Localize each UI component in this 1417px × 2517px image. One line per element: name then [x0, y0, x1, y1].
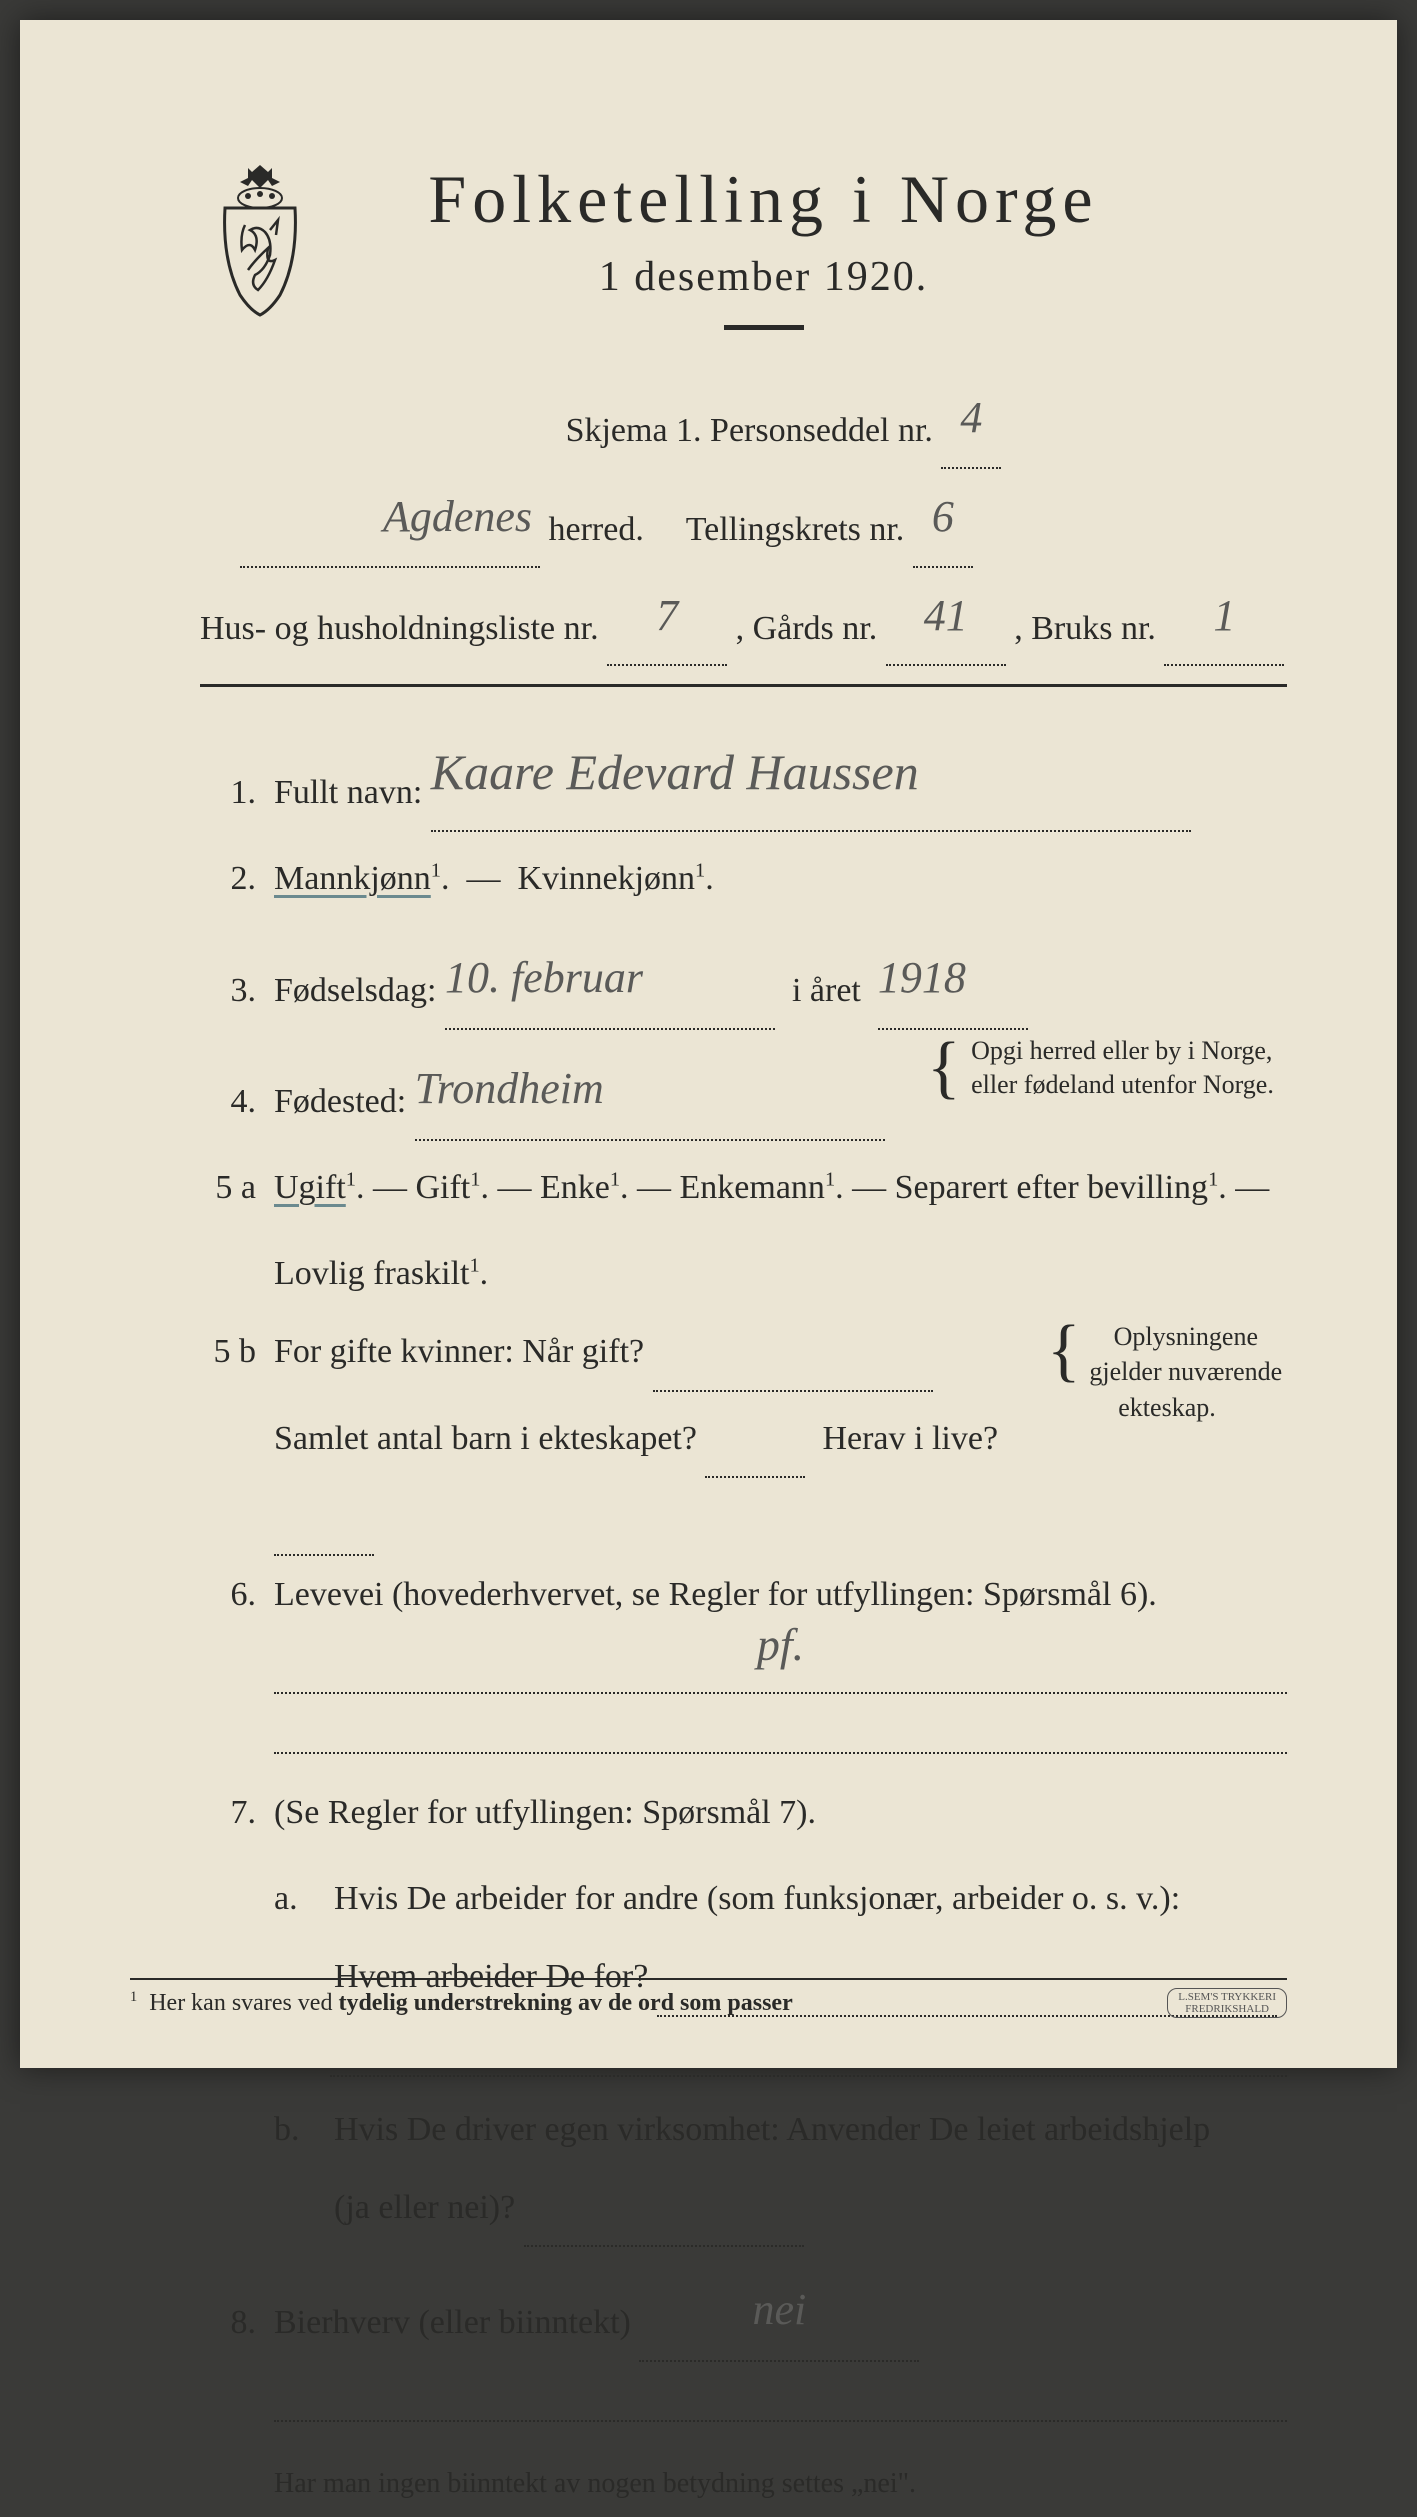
- tellingskrets-label: Tellingskrets nr.: [686, 511, 905, 548]
- footer-note: Har man ingen biinntekt av nogen betydni…: [274, 2452, 1287, 2516]
- q6-line2: [274, 1704, 1287, 1754]
- q1-row: 1. Fullt navn: Kaare Edevard Haussen: [200, 715, 1287, 832]
- q7a-line2: [330, 2027, 1287, 2077]
- q5a-row2: Lovlig fraskilt1.: [274, 1235, 1287, 1313]
- crest-svg: [200, 160, 320, 320]
- q5a-opt6: Lovlig fraskilt: [274, 1255, 469, 1292]
- bruks-nr: 1: [1204, 568, 1244, 665]
- main-title: Folketelling i Norge: [360, 160, 1167, 239]
- herred-value: Agdenes: [383, 469, 532, 566]
- skjema-label: Skjema 1. Personseddel nr.: [566, 412, 933, 449]
- q3-day: 10. februar: [445, 927, 643, 1028]
- q7-row: 7. (Se Regler for utfyllingen: Spørsmål …: [200, 1774, 1287, 1852]
- q7-num: 7.: [200, 1774, 256, 1852]
- title-block: Folketelling i Norge 1 desember 1920.: [360, 160, 1287, 360]
- q5b-l1: For gifte kvinner: Når gift?: [274, 1333, 644, 1370]
- q5b-l2a: Samlet antal barn i ekteskapet?: [274, 1420, 697, 1457]
- q1-num: 1.: [200, 754, 256, 832]
- q4-note-l2: eller fødeland utenfor Norge.: [971, 1070, 1274, 1099]
- q2-num: 2.: [200, 840, 256, 918]
- q3-year-label: i året: [792, 972, 861, 1009]
- q7b-l1: Hvis De driver egen virksomhet: Anvender…: [334, 2091, 1210, 2169]
- q8-num: 8.: [200, 2284, 256, 2362]
- census-form-page: Folketelling i Norge 1 desember 1920. Sk…: [20, 20, 1397, 2068]
- q5a-num: 5 a: [200, 1149, 256, 1227]
- q3-num: 3.: [200, 952, 256, 1030]
- q7-label: (Se Regler for utfyllingen: Spørsmål 7).: [274, 1794, 816, 1831]
- q5a-opt5: Separert efter bevilling: [895, 1169, 1208, 1206]
- q5a-opt3: Enke: [540, 1169, 610, 1206]
- q6-num: 6.: [200, 1556, 256, 1634]
- q7b-marker: b.: [274, 2091, 314, 2247]
- gards-label: , Gårds nr.: [736, 610, 878, 647]
- q7b: b. Hvis De driver egen virksomhet: Anven…: [274, 2091, 1287, 2247]
- subtitle: 1 desember 1920.: [360, 253, 1167, 301]
- q4-row: 4. Fødested: Trondheim { Opgi herred ell…: [200, 1038, 1287, 1141]
- q7a-l1: Hvis De arbeider for andre (som funksjon…: [334, 1860, 1277, 1938]
- q4-num: 4.: [200, 1063, 256, 1141]
- q5b-l2b: Herav i live?: [822, 1420, 998, 1457]
- q8-line2: [274, 2372, 1287, 2422]
- gards-nr: 41: [924, 568, 968, 665]
- printer-mark: L.SEM'S TRYKKERI FREDRIKSHALD: [1167, 1988, 1287, 2018]
- q5b-row: 5 b For gifte kvinner: Når gift? { Oplys…: [200, 1313, 1287, 1391]
- tellingskrets-nr: 6: [923, 469, 963, 566]
- q5b-num: 5 b: [200, 1313, 256, 1391]
- q3-row: 3. Fødselsdag: 10. februar i året 1918: [200, 927, 1287, 1030]
- q6-value: pf.: [757, 1592, 804, 1698]
- meta-line-3: Hus- og husholdningsliste nr. 7 , Gårds …: [200, 568, 1287, 667]
- q3-year: 1918: [878, 927, 966, 1028]
- header: Folketelling i Norge 1 desember 1920.: [200, 160, 1287, 360]
- q4-note-l1: Opgi herred eller by i Norge,: [971, 1036, 1272, 1065]
- title-divider: [724, 325, 804, 330]
- form-body: 1. Fullt navn: Kaare Edevard Haussen 2. …: [200, 715, 1287, 2516]
- q2-row: 2. Mannkjønn1. — Kvinnekjønn1.: [200, 840, 1287, 918]
- q8-label: Bierhverv (eller biinntekt): [274, 2304, 631, 2341]
- q5b-note-l1: Oplysningene: [1114, 1322, 1258, 1351]
- q8-row: 8. Bierhverv (eller biinntekt) nei: [200, 2259, 1287, 2362]
- q4-value: Trondheim: [415, 1038, 604, 1139]
- q8-value: nei: [752, 2259, 806, 2360]
- bruks-label: , Bruks nr.: [1014, 610, 1156, 647]
- q7b-l2: (ja eller nei)?: [334, 2189, 515, 2226]
- husholdning-nr: 7: [647, 568, 687, 665]
- meta-block: Skjema 1. Personseddel nr. 4 Agdenes her…: [200, 370, 1287, 666]
- herred-label: herred.: [549, 511, 644, 548]
- q5a-opt1: Ugift: [274, 1169, 346, 1206]
- q6-label: Levevei (hovederhvervet, se Regler for u…: [274, 1576, 1157, 1613]
- separator-top: [200, 684, 1287, 687]
- q5a-opt2: Gift: [415, 1169, 470, 1206]
- meta-line-1: Skjema 1. Personseddel nr. 4: [280, 370, 1287, 469]
- personseddel-nr: 4: [951, 370, 991, 467]
- q5a-opt4: Enkemann: [680, 1169, 825, 1206]
- q5b-note-l2: gjelder nuværende: [1089, 1357, 1282, 1386]
- q4-label: Fødested:: [274, 1083, 406, 1120]
- q2-opt2: Kvinnekjønn: [517, 860, 695, 897]
- husholdning-label: Hus- og husholdningsliste nr.: [200, 610, 599, 647]
- q1-value: Kaare Edevard Haussen: [431, 715, 919, 830]
- meta-line-2: Agdenes herred. Tellingskrets nr. 6: [200, 469, 1287, 568]
- q6-line1: pf.: [274, 1644, 1287, 1694]
- footnote-text: 1 Her kan svares ved tydelig understrekn…: [130, 1989, 793, 2017]
- q6-row: 6. Levevei (hovederhvervet, se Regler fo…: [200, 1556, 1287, 1634]
- norway-coat-of-arms-icon: [200, 160, 320, 320]
- q3-label: Fødselsdag:: [274, 972, 436, 1009]
- q5b-row2: Samlet antal barn i ekteskapet? Herav i …: [274, 1400, 1287, 1556]
- q2-opt1: Mannkjønn: [274, 860, 431, 897]
- footnote-bar: 1 Her kan svares ved tydelig understrekn…: [130, 1978, 1287, 2018]
- q1-label: Fullt navn:: [274, 774, 422, 811]
- q5a-row: 5 a Ugift1. — Gift1. — Enke1. — Enkemann…: [200, 1149, 1287, 1227]
